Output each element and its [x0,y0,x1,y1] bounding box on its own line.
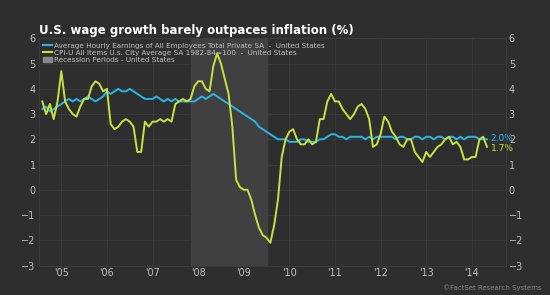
Legend: Average Hourly Earnings of All Employees Total Private SA  -  United States, CPI: Average Hourly Earnings of All Employees… [42,42,326,64]
Text: ©FactSet Research Systems: ©FactSet Research Systems [443,284,542,291]
Text: U.S. wage growth barely outpaces inflation (%): U.S. wage growth barely outpaces inflati… [39,24,353,37]
Bar [190,38,267,266]
Text: 2.0%: 2.0% [491,134,514,142]
Text: 1.7%: 1.7% [491,144,514,153]
